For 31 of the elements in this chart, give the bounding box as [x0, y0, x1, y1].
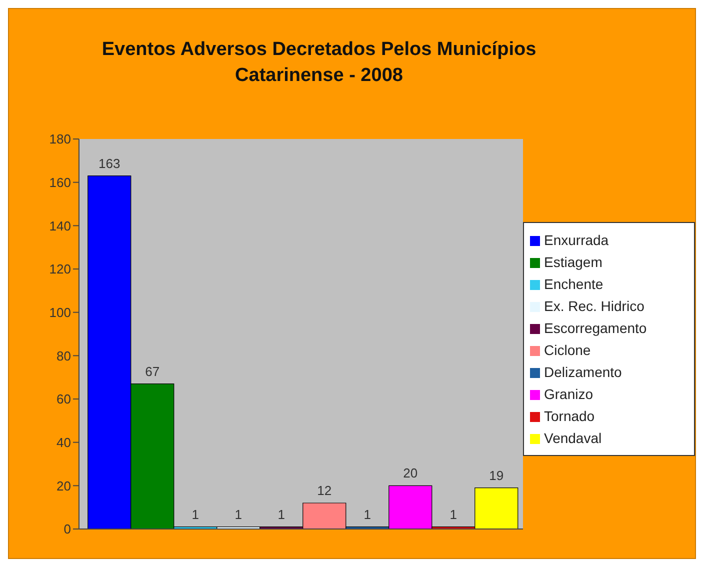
y-tick-label: 40: [56, 434, 71, 450]
data-label: 1: [234, 506, 242, 522]
legend-label: Vendaval: [544, 430, 602, 446]
y-tick-label: 80: [56, 348, 71, 364]
y-tick-label: 20: [56, 478, 71, 494]
legend-label: Enxurrada: [544, 232, 609, 248]
y-tick-label: 0: [64, 522, 71, 537]
data-label: 19: [489, 468, 504, 483]
data-label: 12: [317, 483, 332, 498]
legend-label: Delizamento: [544, 364, 622, 380]
legend-label: Estiagem: [544, 254, 602, 270]
y-tick-label: 60: [56, 392, 71, 407]
data-label: 1: [278, 506, 285, 522]
legend-label: Enchente: [544, 276, 604, 292]
y-tick-label: 180: [49, 132, 71, 147]
legend-label: Escorregamento: [544, 320, 647, 336]
chart-title: Eventos Adversos Decretados Pelos Municípios Catarinense - 2008: [100, 38, 538, 88]
y-tick-label: 140: [49, 218, 71, 234]
data-label: 1: [192, 506, 199, 522]
y-tick-label: 160: [49, 174, 71, 190]
data-label: 1: [450, 506, 457, 522]
y-tick-label: 100: [49, 304, 71, 320]
legend-label: Ciclone: [544, 342, 591, 358]
legend-label: Tornado: [544, 408, 595, 424]
y-tick-label: 120: [49, 262, 71, 277]
data-label: 163: [98, 156, 120, 171]
data-label: 1: [364, 506, 371, 522]
data-label: 67: [145, 364, 160, 379]
legend-label: Granizo: [544, 386, 594, 402]
legend-label: Ex. Rec. Hidrico: [544, 298, 644, 314]
data-label: 20: [403, 466, 418, 481]
